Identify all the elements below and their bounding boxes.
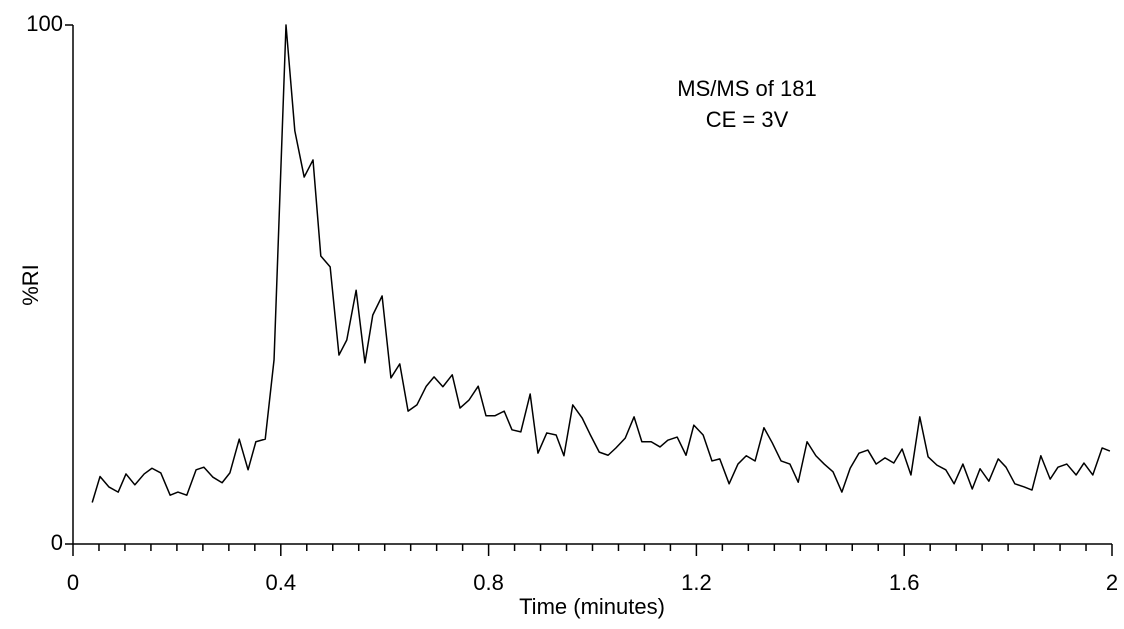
x-tick-label: 1.6 xyxy=(889,570,920,595)
x-tick-label: 2 xyxy=(1106,570,1118,595)
x-tick-label: 0.4 xyxy=(266,570,297,595)
annotation: CE = 3V xyxy=(706,107,789,132)
data-line xyxy=(91,24,1111,503)
annotation: MS/MS of 181 xyxy=(677,76,816,101)
y-tick-label: 100 xyxy=(26,11,63,36)
y-axis-label: %RI xyxy=(18,264,43,306)
x-axis-label: Time (minutes) xyxy=(519,594,665,619)
y-tick-label: 0 xyxy=(51,530,63,555)
x-tick-label: 0 xyxy=(67,570,79,595)
x-tick-label: 1.2 xyxy=(681,570,712,595)
x-tick-label: 0.8 xyxy=(473,570,504,595)
